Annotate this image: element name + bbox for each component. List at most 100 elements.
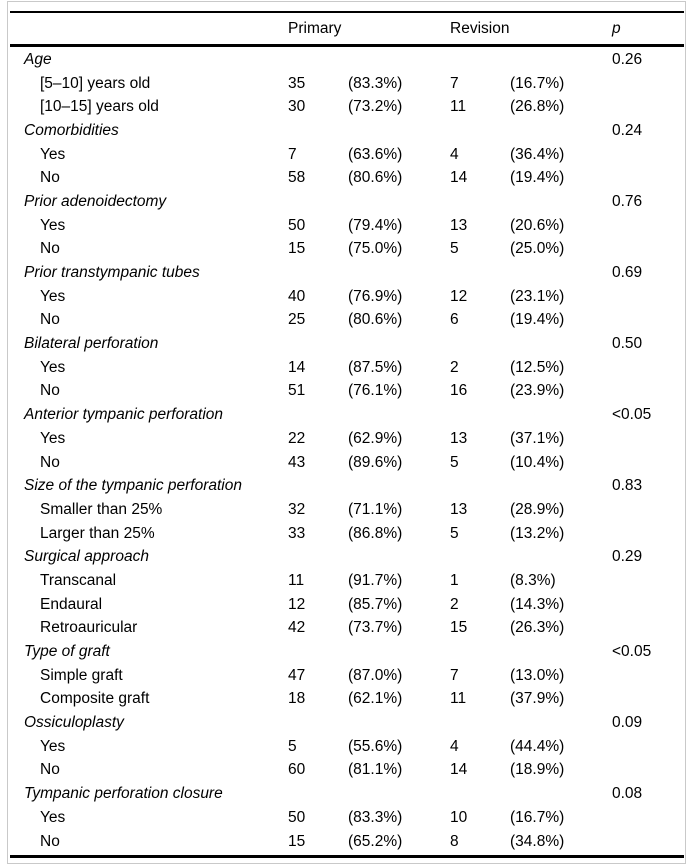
cell-revision-n: 6 xyxy=(450,311,459,329)
cell-primary-pct: (85.7%) xyxy=(348,595,403,613)
item-label: No xyxy=(40,832,60,850)
table-row-item: Transcanal 11 (91.7%) 1 (8.3%) xyxy=(10,569,684,593)
cell-primary-n: 25 xyxy=(288,311,306,329)
column-header-revision: Revision xyxy=(450,19,510,37)
cell-revision-pct: (37.9%) xyxy=(510,690,565,708)
cell-primary-pct: (55.6%) xyxy=(348,737,403,755)
cell-revision-pct: (26.3%) xyxy=(510,619,565,637)
item-label: Composite graft xyxy=(40,690,150,708)
table-row-category: Surgical approach 0.29 xyxy=(10,545,684,569)
item-label: Yes xyxy=(40,429,66,447)
cell-p-value: 0.24 xyxy=(612,121,643,139)
table-row-category: Age 0.26 xyxy=(10,48,684,72)
table-row-item: No 25 (80.6%) 6 (19.4%) xyxy=(10,309,684,333)
category-label: Prior transtympanic tubes xyxy=(24,264,200,282)
cell-primary-pct: (63.6%) xyxy=(348,145,403,163)
cell-p-value: 0.09 xyxy=(612,714,643,732)
cell-primary-n: 58 xyxy=(288,169,306,187)
table-row-item: Yes 40 (76.9%) 12 (23.1%) xyxy=(10,285,684,309)
category-label: Bilateral perforation xyxy=(24,335,159,353)
cell-primary-pct: (73.2%) xyxy=(348,98,403,116)
item-label: Larger than 25% xyxy=(40,524,155,542)
table-row-item: No 51 (76.1%) 16 (23.9%) xyxy=(10,380,684,404)
table-row-item: No 43 (89.6%) 5 (10.4%) xyxy=(10,451,684,475)
cell-primary-n: 18 xyxy=(288,690,306,708)
cell-primary-n: 50 xyxy=(288,216,306,234)
cell-primary-n: 15 xyxy=(288,832,306,850)
table-row-item: Yes 22 (62.9%) 13 (37.1%) xyxy=(10,427,684,451)
cell-revision-n: 14 xyxy=(450,761,468,779)
cell-revision-pct: (20.6%) xyxy=(510,216,565,234)
cell-primary-n: 33 xyxy=(288,524,306,542)
cell-primary-pct: (86.8%) xyxy=(348,524,403,542)
table-row-category: Ossiculoplasty 0.09 xyxy=(10,711,684,735)
table-row-item: [5–10] years old 35 (83.3%) 7 (16.7%) xyxy=(10,72,684,96)
cell-revision-pct: (16.7%) xyxy=(510,74,565,92)
cell-revision-pct: (10.4%) xyxy=(510,453,565,471)
cell-primary-pct: (79.4%) xyxy=(348,216,403,234)
cell-primary-n: 43 xyxy=(288,453,306,471)
cell-revision-n: 5 xyxy=(450,240,459,258)
cell-primary-pct: (76.9%) xyxy=(348,287,403,305)
cell-p-value: <0.05 xyxy=(612,406,652,424)
column-header-p: p xyxy=(612,19,621,37)
cell-p-value: <0.05 xyxy=(612,643,652,661)
cell-primary-n: 11 xyxy=(288,571,305,589)
cell-revision-n: 14 xyxy=(450,169,468,187)
cell-primary-pct: (62.9%) xyxy=(348,429,403,447)
table-body: Age 0.26 [5–10] years old 35 (83.3%) 7 (16.7%)… xyxy=(10,47,684,859)
comparison-table: Primary Revision p Age 0.26 [5–10] years o… xyxy=(10,11,684,859)
cell-primary-pct: (76.1%) xyxy=(348,382,403,400)
cell-primary-n: 30 xyxy=(288,98,306,116)
cell-primary-pct: (91.7%) xyxy=(348,571,403,589)
table-row-category: Size of the tympanic perforation 0.83 xyxy=(10,474,684,498)
cell-primary-n: 22 xyxy=(288,429,306,447)
cell-primary-pct: (71.1%) xyxy=(348,500,403,518)
cell-revision-n: 12 xyxy=(450,287,468,305)
cell-revision-n: 2 xyxy=(450,358,459,376)
cell-revision-n: 13 xyxy=(450,216,468,234)
item-label: [10–15] years old xyxy=(40,98,159,116)
cell-primary-pct: (87.5%) xyxy=(348,358,403,376)
cell-primary-n: 60 xyxy=(288,761,306,779)
cell-primary-n: 14 xyxy=(288,358,306,376)
table-row-category: Tympanic perforation closure 0.08 xyxy=(10,782,684,806)
table-row-category: Prior adenoidectomy 0.76 xyxy=(10,190,684,214)
cell-revision-pct: (26.8%) xyxy=(510,98,565,116)
cell-revision-pct: (13.0%) xyxy=(510,666,565,684)
table-row-item: No 58 (80.6%) 14 (19.4%) xyxy=(10,166,684,190)
cell-revision-n: 11 xyxy=(450,98,467,116)
item-label: Yes xyxy=(40,287,66,305)
cell-p-value: 0.08 xyxy=(612,785,643,803)
cell-revision-n: 1 xyxy=(450,571,459,589)
item-label: No xyxy=(40,169,60,187)
category-label: Surgical approach xyxy=(24,548,149,566)
table-row-category: Comorbidities 0.24 xyxy=(10,119,684,143)
table-row-item: Smaller than 25% 32 (71.1%) 13 (28.9%) xyxy=(10,498,684,522)
category-label: Prior adenoidectomy xyxy=(24,192,167,210)
cell-revision-pct: (34.8%) xyxy=(510,832,565,850)
cell-revision-pct: (28.9%) xyxy=(510,500,565,518)
cell-revision-pct: (16.7%) xyxy=(510,808,565,826)
item-label: No xyxy=(40,311,60,329)
cell-primary-pct: (87.0%) xyxy=(348,666,403,684)
table-row-item: Composite graft 18 (62.1%) 11 (37.9%) xyxy=(10,688,684,712)
cell-revision-n: 4 xyxy=(450,737,459,755)
table-row-item: Yes 50 (83.3%) 10 (16.7%) xyxy=(10,806,684,830)
cell-p-value: 0.26 xyxy=(612,50,643,68)
cell-p-value: 0.69 xyxy=(612,264,643,282)
table-header-row: Primary Revision p xyxy=(10,11,684,47)
cell-primary-pct: (80.6%) xyxy=(348,169,403,187)
cell-primary-pct: (89.6%) xyxy=(348,453,403,471)
cell-revision-n: 5 xyxy=(450,453,459,471)
cell-revision-pct: (23.9%) xyxy=(510,382,565,400)
cell-primary-pct: (83.3%) xyxy=(348,808,403,826)
cell-revision-pct: (19.4%) xyxy=(510,169,565,187)
cell-primary-pct: (65.2%) xyxy=(348,832,403,850)
cell-p-value: 0.50 xyxy=(612,335,643,353)
cell-revision-n: 10 xyxy=(450,808,468,826)
table-row-category: Type of graft <0.05 xyxy=(10,640,684,664)
cell-primary-n: 7 xyxy=(288,145,297,163)
cell-primary-pct: (83.3%) xyxy=(348,74,403,92)
cell-primary-pct: (75.0%) xyxy=(348,240,403,258)
